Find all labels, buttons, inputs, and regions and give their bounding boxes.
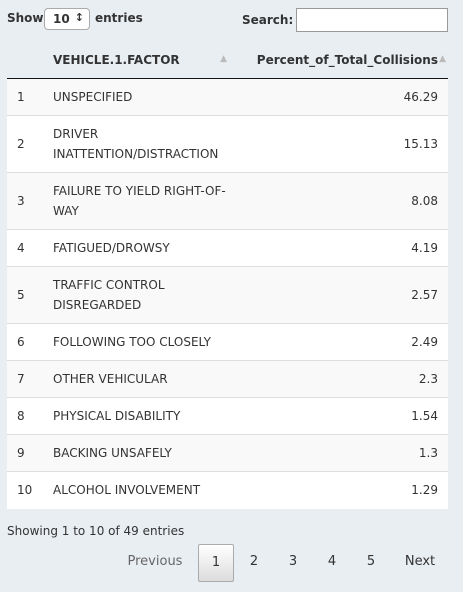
index-header: [7, 42, 53, 79]
table-row: 10 ALCOHOL INVOLVEMENT 1.29: [7, 471, 448, 509]
table-row: 2 DRIVER INATTENTION/DISTRACTION 15.13: [7, 115, 448, 173]
percent-cell: 8.08: [233, 172, 448, 230]
page-button[interactable]: 1: [198, 544, 234, 582]
percent-cell: 2.3: [233, 360, 448, 398]
page-button[interactable]: 2: [249, 554, 259, 569]
factor-cell: UNSPECIFIED: [53, 78, 233, 116]
table-row: 1 UNSPECIFIED 46.29: [7, 78, 448, 116]
table-row: 5 TRAFFIC CONTROL DISREGARDED 2.57: [7, 266, 448, 324]
search-input[interactable]: [296, 8, 448, 32]
factor-cell: TRAFFIC CONTROL DISREGARDED: [53, 266, 233, 324]
table-row: 7 OTHER VEHICULAR 2.3: [7, 360, 448, 398]
percent-cell: 1.29: [233, 471, 448, 509]
row-index: 8: [7, 397, 53, 435]
factor-cell: FOLLOWING TOO CLOSELY: [53, 323, 233, 361]
percent-cell: 4.19: [233, 229, 448, 267]
column-header-text: Percent_of_Total_Collisions: [256, 53, 438, 67]
factor-cell: BACKING UNSAFELY: [53, 434, 233, 472]
column-header-text: VEHICLE.1.FACTOR: [53, 53, 180, 67]
row-index: 6: [7, 323, 53, 361]
table-info: Showing 1 to 10 of 49 entries: [7, 524, 185, 538]
table-row: 3 FAILURE TO YIELD RIGHT-OF-WAY 8.08: [7, 172, 448, 230]
row-index: 9: [7, 434, 53, 472]
row-index: 4: [7, 229, 53, 267]
row-index: 3: [7, 172, 53, 230]
row-index: 5: [7, 266, 53, 324]
page-button[interactable]: 5: [366, 554, 376, 569]
table-body: 1 UNSPECIFIED 46.29 2 DRIVER INATTENTION/DIS…: [7, 78, 448, 509]
percent-cell: 2.49: [233, 323, 448, 361]
page-button[interactable]: 3: [288, 554, 298, 569]
column-header[interactable]: VEHICLE.1.FACTOR ▲: [53, 42, 233, 79]
column-header[interactable]: Percent_of_Total_Collisions ▲: [233, 42, 448, 79]
entries-label: entries: [95, 11, 143, 25]
length-select[interactable]: 10: [44, 8, 90, 30]
search-label: Search:: [242, 13, 294, 27]
page-button[interactable]: 4: [327, 554, 337, 569]
show-label: Show: [7, 11, 44, 25]
percent-cell: 1.3: [233, 434, 448, 472]
table-row: 9 BACKING UNSAFELY 1.3: [7, 434, 448, 472]
percent-cell: 46.29: [233, 78, 448, 116]
table-row: 6 FOLLOWING TOO CLOSELY 2.49: [7, 323, 448, 361]
factor-cell: ALCOHOL INVOLVEMENT: [53, 471, 233, 509]
row-index: 7: [7, 360, 53, 398]
factor-cell: PHYSICAL DISABILITY: [53, 397, 233, 435]
row-index: 1: [7, 78, 53, 116]
factor-cell: FAILURE TO YIELD RIGHT-OF-WAY: [53, 172, 233, 230]
row-index: 10: [7, 471, 53, 509]
percent-cell: 1.54: [233, 397, 448, 435]
table-row: 8 PHYSICAL DISABILITY 1.54: [7, 397, 448, 435]
previous-button[interactable]: Previous: [127, 554, 183, 569]
percent-cell: 2.57: [233, 266, 448, 324]
percent-cell: 15.13: [233, 115, 448, 173]
data-table: VEHICLE.1.FACTOR ▲ Percent_of_Total_Colli…: [7, 42, 448, 509]
factor-cell: OTHER VEHICULAR: [53, 360, 233, 398]
header-row: VEHICLE.1.FACTOR ▲ Percent_of_Total_Colli…: [7, 42, 448, 79]
next-button[interactable]: Next: [404, 554, 436, 569]
factor-cell: DRIVER INATTENTION/DISTRACTION: [53, 115, 233, 173]
table-row: 4 FATIGUED/DROWSY 4.19: [7, 229, 448, 267]
row-index: 2: [7, 115, 53, 173]
factor-cell: FATIGUED/DROWSY: [53, 229, 233, 267]
